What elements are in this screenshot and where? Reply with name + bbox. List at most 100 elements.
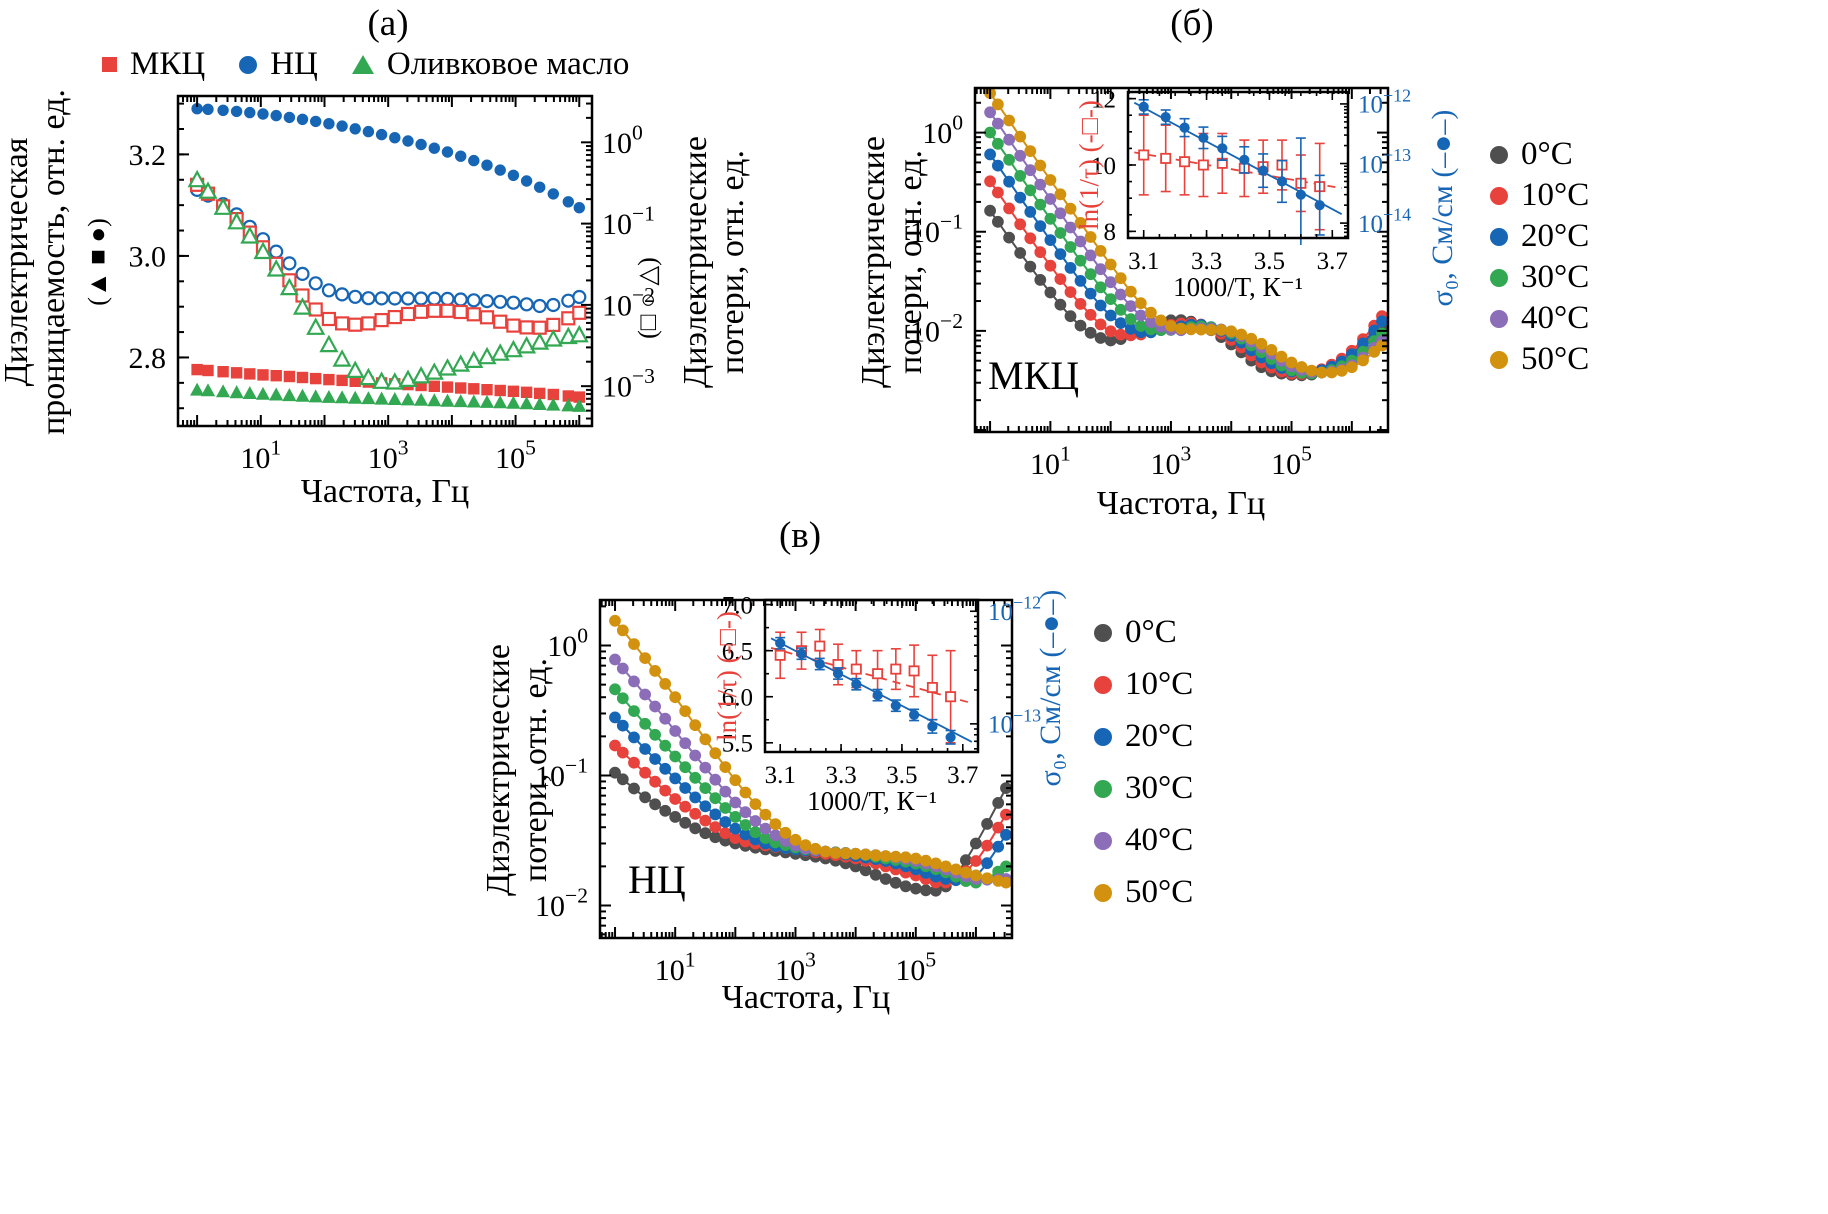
y-tick-label: 100 — [547, 624, 588, 664]
y-tick-label: 10−12 — [1358, 85, 1411, 118]
circle-marker-icon — [1490, 186, 1508, 205]
x-tick-label: 103 — [1151, 442, 1192, 482]
x-tick-label: 3.7 — [947, 762, 978, 789]
legend-a-item-2: Оливковое масло — [351, 46, 629, 83]
legend-b-label: 50°C — [1521, 341, 1590, 377]
y-tick-label: 10−12 — [988, 593, 1041, 626]
legend-b-label: 20°C — [1521, 218, 1590, 254]
y-axis-title: потери, отн. ед. — [517, 658, 554, 882]
legend-b-item-4: 40°C — [1490, 300, 1589, 337]
y-tick-label: 7.0 — [722, 592, 753, 619]
series-НЦ-проницаемость — [191, 103, 585, 214]
sigma-axis-title: σ₀, См/см (–●–) — [1426, 110, 1459, 307]
circle-marker-icon — [1094, 727, 1112, 746]
y-tick-label: 10−2 — [910, 309, 963, 349]
y-tick-label: 3.0 — [129, 240, 167, 273]
y-tick-label: 8 — [1104, 219, 1117, 246]
panel-b-sample-label: МКЦ — [988, 353, 1080, 398]
legend-v-item-4: 40°C — [1094, 822, 1193, 859]
legend-a-label: МКЦ — [130, 46, 206, 82]
x-axis-title: 1000/T, К⁻¹ — [807, 786, 937, 816]
y-tick-label: 6.5 — [722, 638, 753, 665]
panel-v-tag: (в) — [778, 515, 822, 556]
circle-marker-icon — [239, 55, 258, 74]
x-tick-label: 105 — [895, 948, 936, 988]
x-tick-label: 101 — [655, 948, 696, 988]
y-tick-label: 12 — [1091, 86, 1116, 113]
legend-b-item-2: 20°C — [1490, 218, 1589, 255]
sigma-axis-title: σ₀, См/см (–●–) — [1034, 590, 1067, 787]
panel-v-sample-label: НЦ — [628, 857, 686, 902]
x-axis-title: Частота, Гц — [722, 979, 890, 1016]
panel-a-legend: МКЦ НЦ Оливковое масло — [102, 46, 629, 83]
y2-axis-title: потери, отн. ед. — [714, 150, 751, 374]
y-tick-label: 10 — [1091, 153, 1116, 180]
legend-b-item-3: 30°C — [1490, 259, 1589, 296]
inset-left-axis-title: ln(1/τ) (-□-) — [1074, 100, 1104, 230]
panel-b-legend: 0°C 10°C 20°C 30°C 40°C 50°C — [1490, 136, 1589, 378]
x-tick-label: 103 — [368, 436, 409, 476]
y-tick-label: 100 — [922, 111, 963, 151]
square-marker-icon — [102, 57, 117, 72]
x-tick-label: 105 — [495, 436, 536, 476]
triangle-marker-icon — [351, 55, 374, 74]
x-tick-label: 103 — [775, 948, 816, 988]
panel-a-tag: (а) — [367, 3, 409, 44]
circle-marker-icon — [1490, 350, 1508, 369]
y-axis-title: Диэлектрические — [855, 136, 892, 388]
legend-v-item-1: 10°C — [1094, 666, 1193, 703]
y-tick-label: 10−1 — [602, 202, 655, 242]
filled-symbols-key: (▲ ■ ●) — [83, 218, 112, 305]
circle-marker-icon — [1490, 227, 1508, 246]
series-σ0 — [770, 636, 973, 745]
x-tick-label: 3.1 — [1128, 248, 1159, 275]
circle-marker-icon — [1094, 831, 1112, 850]
x-tick-label: 3.1 — [765, 762, 796, 789]
circle-marker-icon — [1490, 309, 1508, 328]
x-tick-label: 3.7 — [1317, 248, 1348, 275]
legend-v-label: 30°C — [1125, 770, 1194, 806]
x-tick-label: 3.3 — [1191, 248, 1222, 275]
x-tick-label: 105 — [1271, 442, 1312, 482]
x-tick-label: 3.5 — [1254, 248, 1285, 275]
y-axis-title: потери, отн. ед. — [892, 150, 929, 374]
y-tick-label: 10−13 — [1358, 145, 1411, 178]
chart-v_inset: 3.1 3.3 3.5 3.7 5.5 6.0 6.5 7.0 10−12 10−13 1000/T… — [712, 590, 1067, 816]
open-symbols-key: (□ ○ △) — [633, 257, 662, 339]
series-ln(1/τ) — [1134, 114, 1342, 231]
legend-v-item-0: 0°C — [1094, 614, 1193, 651]
y-tick-label: 10−2 — [602, 283, 655, 323]
series-НЦ-потери — [190, 182, 587, 314]
x-tick-label: 101 — [240, 436, 281, 476]
x-axis-title: Частота, Гц — [1097, 485, 1265, 522]
y-tick-label: 10−1 — [910, 210, 963, 250]
x-tick-label: 3.3 — [825, 762, 856, 789]
x-axis-title: 1000/T, К⁻¹ — [1173, 272, 1303, 302]
series-50°C — [609, 614, 1012, 889]
panel-b-tag: (б) — [1170, 3, 1214, 44]
legend-b-label: 0°C — [1521, 136, 1573, 172]
y-tick-label: 10−13 — [988, 705, 1041, 738]
axes-box — [973, 86, 1390, 434]
series-σ0 — [1133, 98, 1343, 245]
y-tick-label: 10−1 — [535, 754, 588, 794]
series-масло-потери — [187, 169, 589, 390]
y-tick-label: 10−2 — [535, 884, 588, 924]
y2-axis-title: Диэлектрические — [677, 136, 714, 388]
legend-v-label: 20°C — [1125, 718, 1194, 754]
x-axis-title: Частота, Гц — [301, 473, 469, 510]
x-tick-label: 101 — [1030, 442, 1071, 482]
legend-v-item-3: 30°C — [1094, 770, 1193, 807]
legend-b-label: 10°C — [1521, 177, 1590, 213]
legend-a-item-1: НЦ — [239, 46, 318, 83]
legend-a-label: НЦ — [270, 46, 318, 82]
chart-a: 101 103 105 2.8 3.0 3.2 100 10−1 10−2 10−3 Частота… — [0, 89, 751, 510]
circle-marker-icon — [1490, 145, 1508, 164]
y-tick-label: 2.8 — [129, 342, 167, 375]
series-масло-проницаемость — [190, 382, 587, 412]
legend-v-label: 0°C — [1125, 614, 1177, 650]
y-axis-title: Диэлектрические — [480, 644, 517, 896]
circle-marker-icon — [1490, 268, 1508, 287]
